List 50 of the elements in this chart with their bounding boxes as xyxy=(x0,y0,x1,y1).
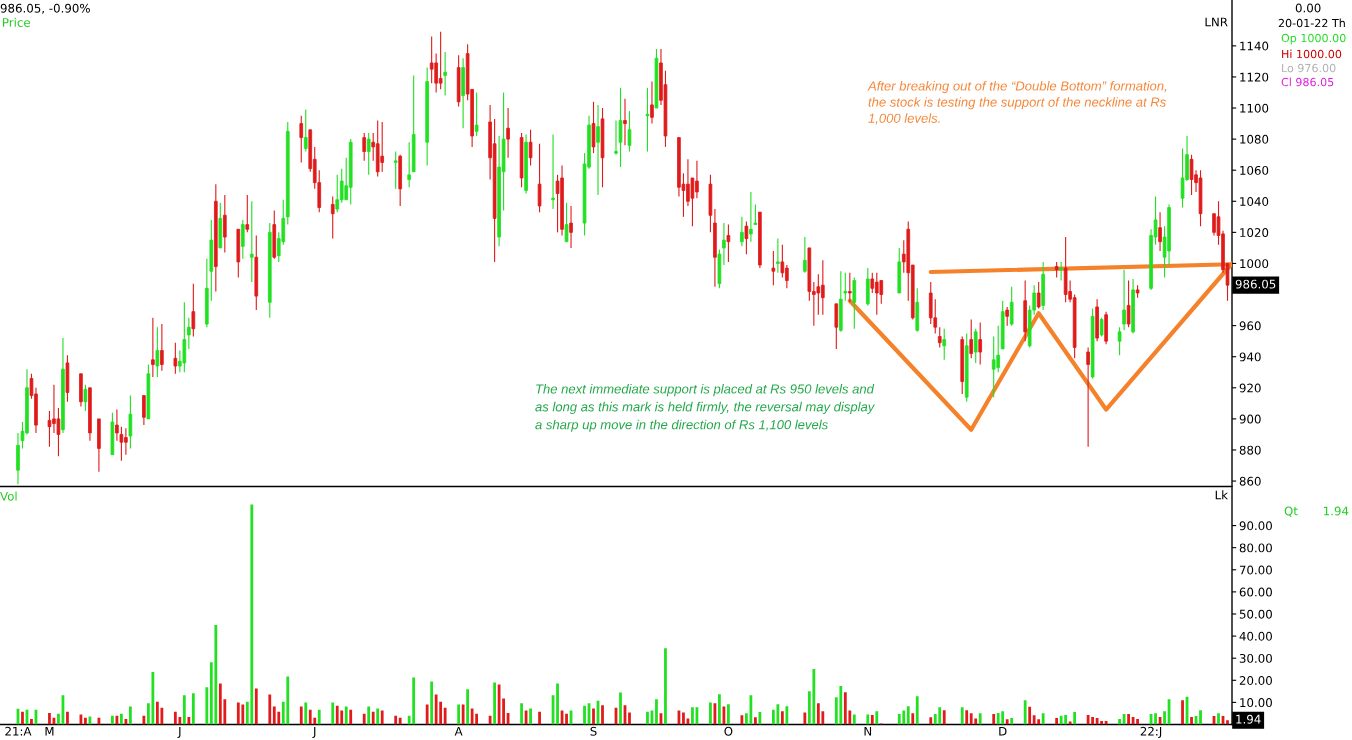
chart-title: Vol xyxy=(0,491,17,501)
y-tick-label: 20.00 xyxy=(1239,676,1272,685)
y-tick-label: 50.00 xyxy=(1239,609,1272,619)
y-axis-title: Lk xyxy=(1215,490,1228,500)
y-tick-label: 90.00 xyxy=(1239,521,1272,531)
text: Lo 976.00 xyxy=(1282,63,1336,73)
x-tick-label: J xyxy=(177,726,181,738)
y-tick-label: 860 xyxy=(1239,476,1261,486)
y-tick-label: 1040 xyxy=(1240,197,1269,206)
x-tick-label: 21:A xyxy=(5,726,32,736)
y-tick-label: 60.00 xyxy=(1239,587,1272,597)
y-tick-label: 1120 xyxy=(1240,72,1269,82)
y-tick-label: 1080 xyxy=(1240,134,1269,144)
text: Cl 986.05 xyxy=(1281,77,1334,87)
y-tick-label: 1060 xyxy=(1240,165,1269,175)
y-tick-label: 80.00 xyxy=(1239,543,1272,553)
y-tick-label: 920 xyxy=(1239,383,1261,393)
y-tick-label: 940 xyxy=(1239,352,1261,362)
y-tick-label: 40.00 xyxy=(1239,631,1272,641)
annotation: 1.94 xyxy=(1236,714,1261,724)
y-tick-label: 70.00 xyxy=(1239,565,1272,575)
x-tick-label: M xyxy=(45,726,54,736)
annotation: After breaking out of the “Double Bottom” formation, the stock is testing the support of the neckline at Rs 1,000 levels. xyxy=(867,81,1167,125)
text: Price xyxy=(3,17,31,27)
annotation: LNR xyxy=(1205,17,1228,27)
x-tick-label: S xyxy=(590,726,597,736)
x-tick-label: A xyxy=(454,726,463,736)
x-tick-label: 22:J xyxy=(1140,726,1162,738)
y-tick-label: 10.00 xyxy=(1240,698,1272,708)
y-tick-label: 1100 xyxy=(1240,103,1269,113)
x-tick-label: O xyxy=(724,726,733,736)
chart-title: 986.05, -0.90% xyxy=(0,3,90,14)
annotation: 986.05 xyxy=(1235,279,1276,289)
y-tick-label: 1140 xyxy=(1240,41,1269,51)
text: 0.00 xyxy=(1295,3,1321,13)
x-tick-label: N xyxy=(864,726,872,736)
annotation: The next immediate support is placed at Rs 950 levels and as long as this mark is held firmly, the reversal may display a sharp up move in the direction of Rs 1,100 levels xyxy=(535,384,875,432)
x-tick-label: J xyxy=(312,726,316,738)
y-tick-label: 960 xyxy=(1239,321,1261,331)
y-tick-label: 30.00 xyxy=(1239,653,1272,663)
text: 20-01-22 Th xyxy=(1278,18,1345,28)
text: Op 1000.00 xyxy=(1281,33,1346,45)
y-tick-label: 1000 xyxy=(1240,259,1269,269)
x-tick-label: D xyxy=(999,726,1007,736)
text: Hi 1000.00 xyxy=(1282,49,1342,59)
y-tick-label: 880 xyxy=(1239,445,1261,455)
y-tick-label: 1020 xyxy=(1240,228,1269,238)
text: 1.94 xyxy=(1324,506,1349,516)
y-tick-label: 900 xyxy=(1239,414,1261,424)
text: Qt xyxy=(1284,506,1298,517)
